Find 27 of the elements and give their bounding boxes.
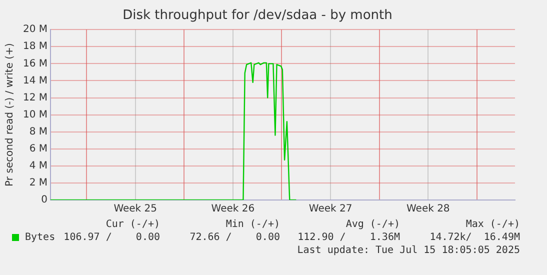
text: 14.72k/ 16.49M [428,231,520,244]
y-tick-label: 4 M [29,160,48,172]
text: 106.97 / 0.00 [62,231,160,244]
text: Min (-/+) [224,218,280,231]
y-tick-label: 10 M [23,109,48,120]
chart-title: Disk throughput for /dev/sdaa - by month [122,8,392,24]
x-tick-label: Week 27 [308,204,352,215]
x-tick-label: Week 26 [211,204,255,215]
y-tick-label: 18 M [23,41,48,52]
text: Max (-/+) [464,218,520,231]
y-tick-label: 14 M [23,75,48,86]
text: Avg (-/+) [344,218,400,231]
x-tick-label: Week 28 [406,204,450,215]
y-tick-label: 8 M [29,126,48,138]
y-tick-label: 2 M [29,178,48,189]
y-tick-label: 20 M [23,24,48,36]
text: Last update: Tue Jul 15 18:05:05 2025 [296,244,520,257]
text: 72.66 / 0.00 [188,231,280,244]
text: 112.90 / 1.36M [296,231,400,244]
x-tick-label: Week 25 [114,204,158,215]
y-tick-label: 6 M [29,143,48,154]
legend-label: Bytes [25,231,56,244]
y-tick-label: 16 M [23,58,48,70]
y-tick-label: 0 [41,194,48,206]
y-axis-title: Pr second read (-) / write (+) [4,43,16,186]
text: Cur (-/+) [104,218,160,231]
y-tick-label: 12 M [23,92,48,104]
